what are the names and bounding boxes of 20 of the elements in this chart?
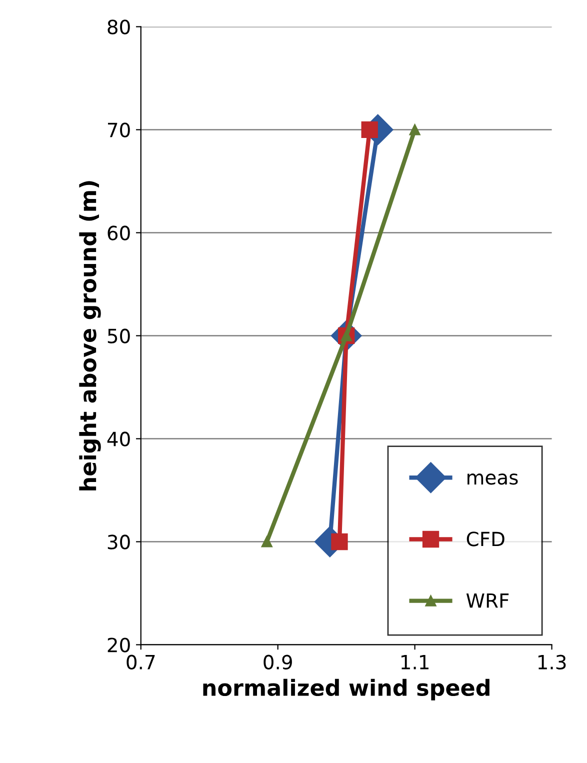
y-tick-label: 20 bbox=[108, 638, 130, 652]
y-tick-label: 80 bbox=[108, 20, 130, 34]
legend-label: meas bbox=[468, 474, 518, 485]
point bbox=[261, 536, 272, 548]
y-tick-label: 60 bbox=[108, 226, 130, 240]
y-tick-label: 40 bbox=[107, 432, 130, 446]
point bbox=[409, 124, 420, 136]
x-tick-label: 0.9 bbox=[264, 654, 292, 670]
y-tick-label: 50 bbox=[108, 328, 130, 344]
legend-label: CFD bbox=[466, 532, 504, 546]
y-tick-label: 70 bbox=[108, 122, 130, 138]
x-tick-label: 1.1 bbox=[401, 655, 428, 670]
y-axis-title: height above ground (m) bbox=[79, 181, 101, 490]
x-tick-label: 1.3 bbox=[538, 654, 566, 670]
point bbox=[331, 533, 348, 550]
x-tick-label: 0.7 bbox=[126, 654, 155, 670]
legend-label: WRF bbox=[466, 593, 509, 608]
x-axis-title: normalized wind speed bbox=[203, 678, 490, 700]
point bbox=[361, 121, 378, 138]
y-tick-label: 30 bbox=[108, 534, 130, 550]
